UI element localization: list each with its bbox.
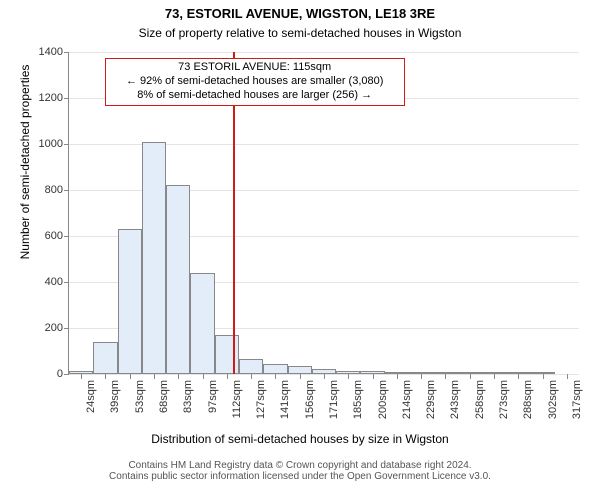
chart-title-sub: Size of property relative to semi-detach…: [0, 26, 600, 40]
chart-title-main: 73, ESTORIL AVENUE, WIGSTON, LE18 3RE: [0, 6, 600, 21]
chart-container: { "chart": { "type": "histogram", "title…: [0, 0, 600, 500]
xtick-label: 185sqm: [352, 380, 364, 419]
xtick-mark: [105, 374, 106, 379]
xtick-mark: [494, 374, 495, 379]
xtick-label: 200sqm: [377, 380, 389, 419]
ytick-mark: [64, 328, 69, 329]
annotation-line3: 8% of semi-detached houses are larger (2…: [112, 89, 398, 103]
annotation-line1: 73 ESTORIL AVENUE: 115sqm: [112, 61, 398, 75]
histogram-bar: [142, 142, 166, 374]
ytick-label: 200: [45, 322, 63, 334]
xtick-mark: [251, 374, 252, 379]
xtick-label: 83sqm: [182, 380, 194, 413]
xtick-label: 127sqm: [255, 380, 267, 419]
xtick-label: 214sqm: [401, 380, 413, 419]
ytick-mark: [64, 236, 69, 237]
ytick-label: 1400: [39, 46, 63, 58]
xtick-label: 317sqm: [571, 380, 583, 419]
xtick-mark: [324, 374, 325, 379]
footer-line: Contains public sector information licen…: [0, 471, 600, 482]
xtick-label: 273sqm: [498, 380, 510, 419]
xtick-label: 68sqm: [158, 380, 170, 413]
ytick-label: 1000: [39, 138, 63, 150]
xtick-mark: [178, 374, 179, 379]
xtick-label: 258sqm: [474, 380, 486, 419]
gridline: [69, 52, 579, 53]
histogram-bar: [118, 229, 142, 374]
chart-footer: Contains HM Land Registry data © Crown c…: [0, 460, 600, 482]
ytick-mark: [64, 98, 69, 99]
xtick-label: 243sqm: [449, 380, 461, 419]
ytick-label: 800: [45, 184, 63, 196]
xtick-mark: [300, 374, 301, 379]
ytick-label: 1200: [39, 92, 63, 104]
xtick-mark: [203, 374, 204, 379]
histogram-bar: [190, 273, 214, 374]
histogram-bar: [215, 335, 239, 374]
ytick-label: 0: [57, 368, 63, 380]
xtick-mark: [397, 374, 398, 379]
histogram-bar: [288, 366, 312, 374]
ytick-label: 600: [45, 230, 63, 242]
ytick-mark: [64, 190, 69, 191]
plot-area: 73 ESTORIL AVENUE: 115sqm ← 92% of semi-…: [68, 52, 579, 375]
annotation-line2: ← 92% of semi-detached houses are smalle…: [112, 75, 398, 89]
y-axis-label: Number of semi-detached properties: [18, 1, 32, 323]
xtick-mark: [275, 374, 276, 379]
xtick-mark: [373, 374, 374, 379]
xtick-mark: [154, 374, 155, 379]
x-axis-label: Distribution of semi-detached houses by …: [0, 432, 600, 446]
ytick-mark: [64, 374, 69, 375]
xtick-mark: [130, 374, 131, 379]
xtick-mark: [445, 374, 446, 379]
ytick-mark: [64, 52, 69, 53]
xtick-label: 229sqm: [425, 380, 437, 419]
xtick-label: 53sqm: [134, 380, 146, 413]
xtick-label: 171sqm: [328, 380, 340, 419]
xtick-mark: [470, 374, 471, 379]
xtick-mark: [421, 374, 422, 379]
histogram-bar: [166, 185, 190, 374]
xtick-label: 97sqm: [207, 380, 219, 413]
histogram-bar: [263, 364, 287, 374]
xtick-label: 141sqm: [279, 380, 291, 419]
xtick-mark: [227, 374, 228, 379]
xtick-label: 24sqm: [85, 380, 97, 413]
ytick-label: 400: [45, 276, 63, 288]
xtick-label: 288sqm: [522, 380, 534, 419]
xtick-label: 112sqm: [231, 380, 243, 418]
xtick-mark: [518, 374, 519, 379]
xtick-mark: [543, 374, 544, 379]
xtick-mark: [81, 374, 82, 379]
footer-line: Contains HM Land Registry data © Crown c…: [0, 460, 600, 471]
histogram-bar: [239, 359, 263, 374]
xtick-label: 39sqm: [109, 380, 121, 413]
xtick-label: 302sqm: [547, 380, 559, 419]
histogram-bar: [93, 342, 117, 374]
xtick-label: 156sqm: [304, 380, 316, 419]
annotation-box: 73 ESTORIL AVENUE: 115sqm ← 92% of semi-…: [105, 58, 405, 106]
xtick-mark: [348, 374, 349, 379]
ytick-mark: [64, 282, 69, 283]
xtick-mark: [567, 374, 568, 379]
ytick-mark: [64, 144, 69, 145]
